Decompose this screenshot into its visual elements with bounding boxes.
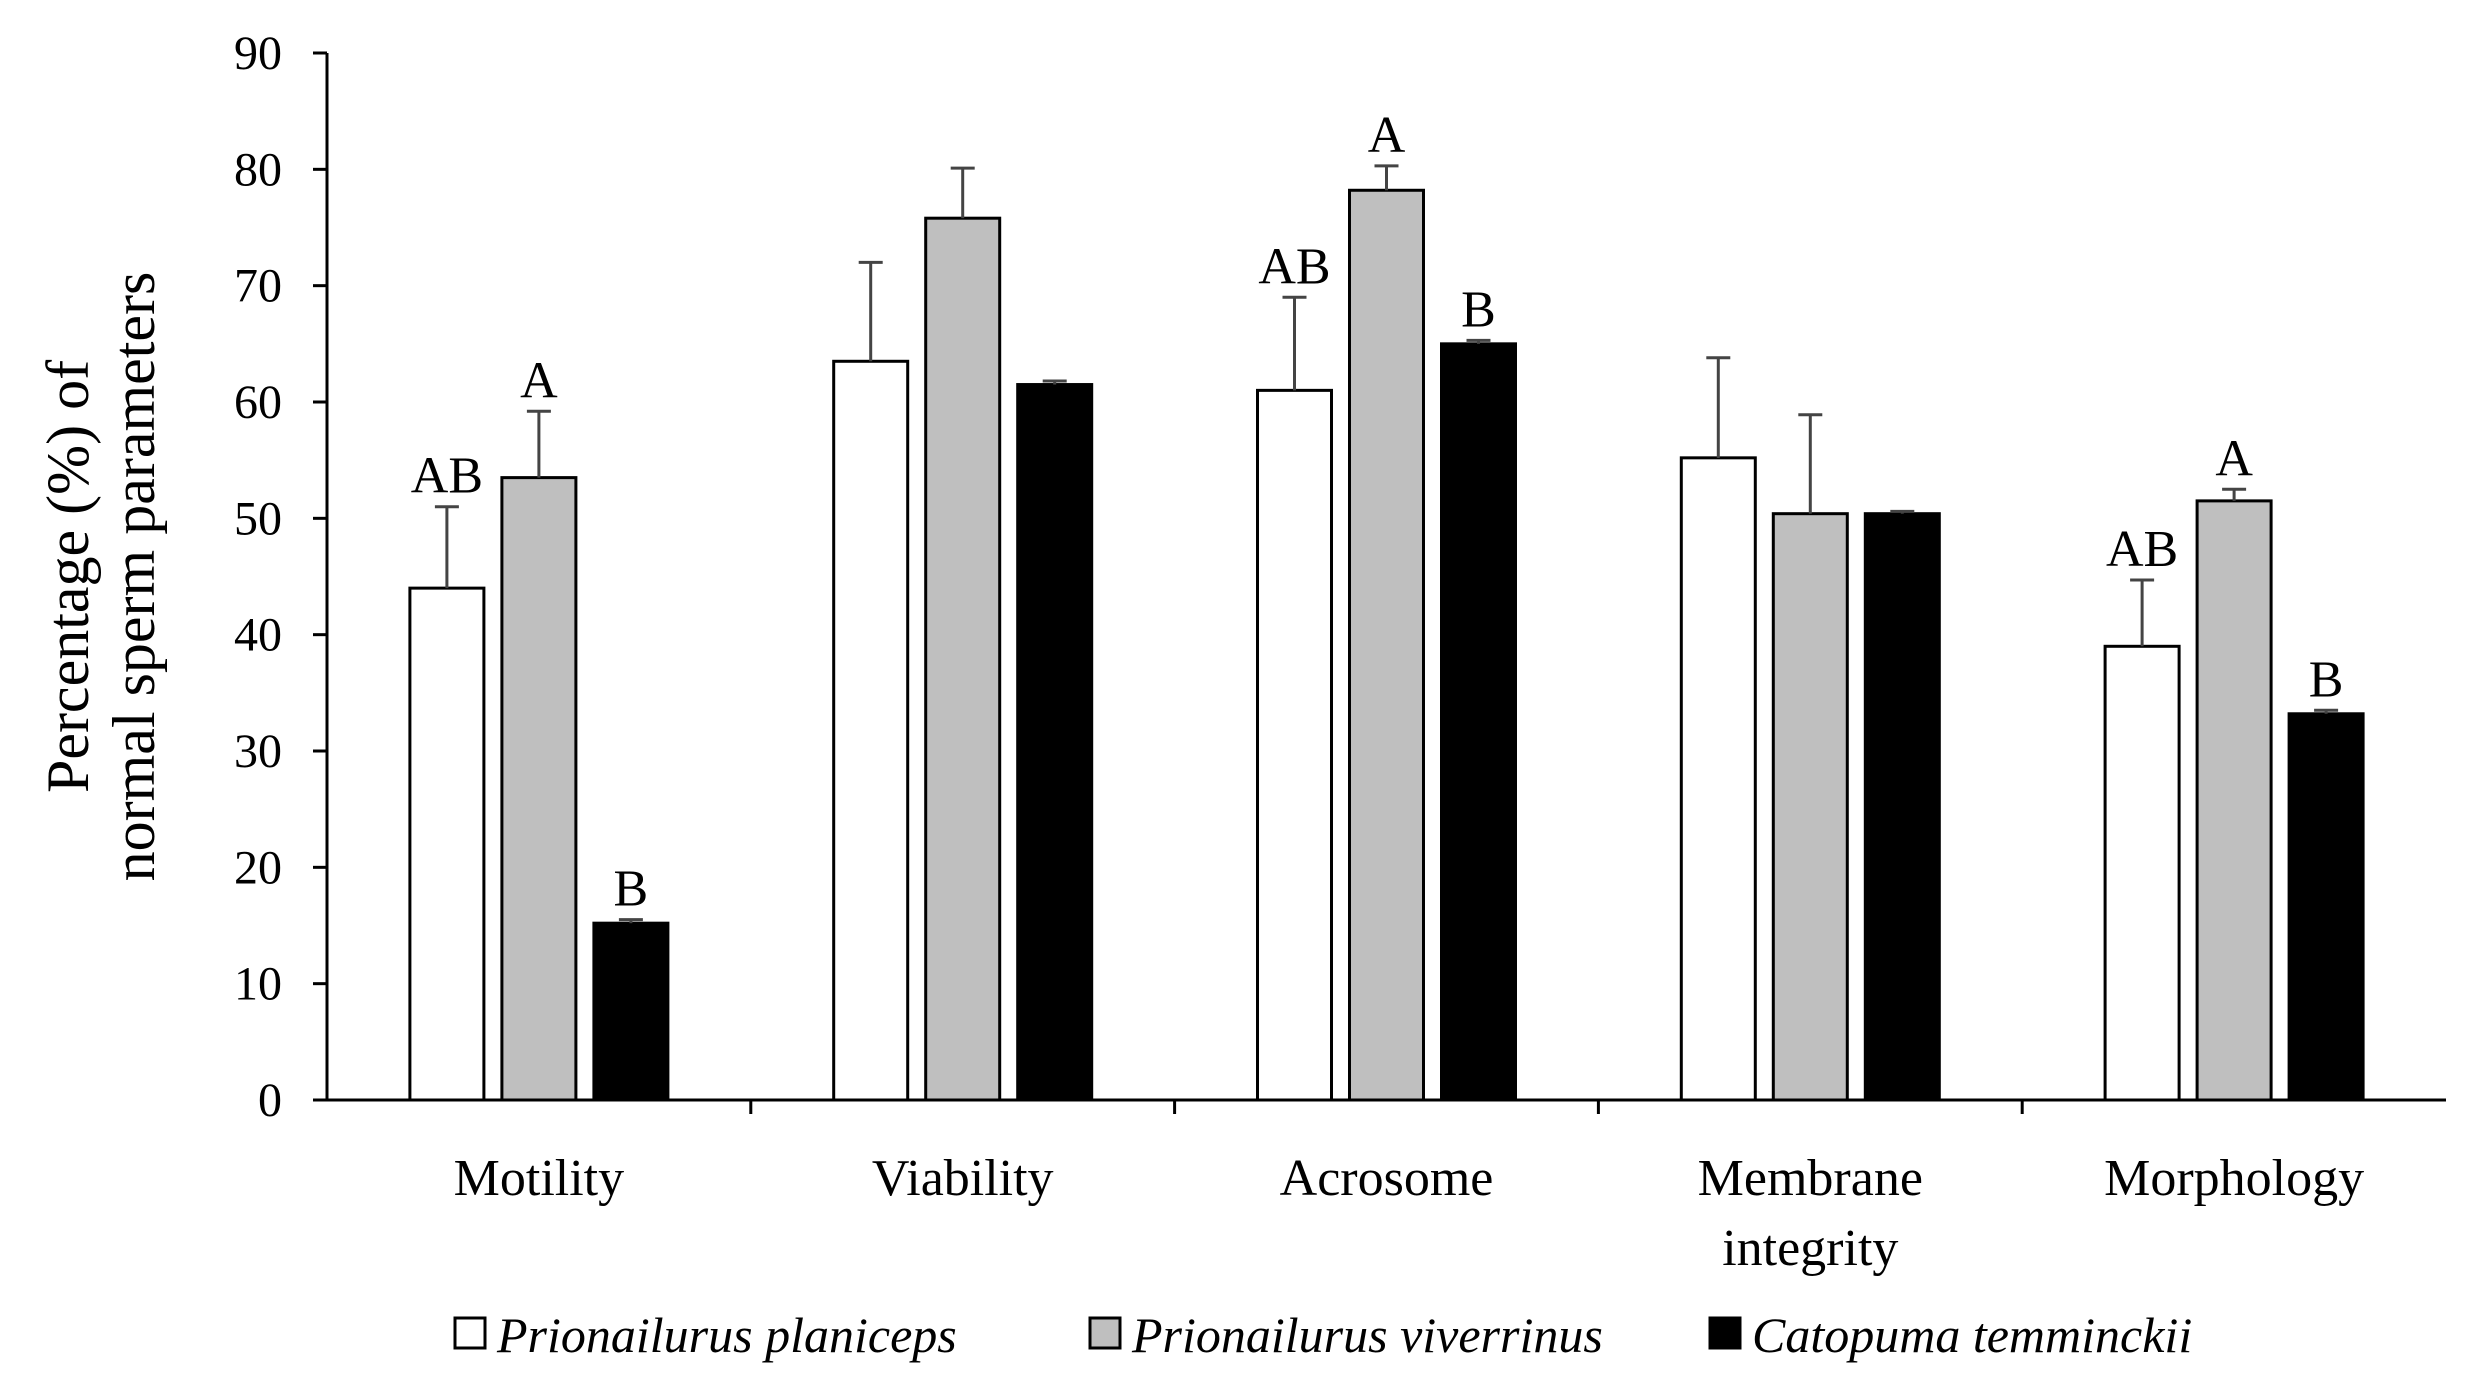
bar-2-1 [1348,188,1425,1102]
y-axis-title-line: Percentage (%) of [35,360,101,793]
significance-label: AB [411,448,483,505]
bar-4-2 [2287,712,2365,1102]
y-tick-label: 30 [234,725,282,778]
x-category-label: integrity [1722,1220,1898,1277]
y-tick-label: 40 [234,609,282,662]
significance-label: AB [2106,521,2178,578]
significance-label: AB [1258,238,1330,295]
bar-4-0 [2103,644,2181,1102]
legend-label: Prionailurus viverrinus [1131,1307,1603,1363]
bar-2-0 [1256,388,1333,1102]
bar-0-0 [408,586,486,1102]
y-tick-label: 20 [234,841,282,894]
significance-label: A [2215,430,2253,487]
y-tick-label: 70 [234,260,282,313]
x-category-label: Morphology [2104,1150,2364,1207]
bars [408,164,2365,1102]
x-category-label: Motility [454,1150,624,1207]
legend-label: Prionailurus planiceps [496,1307,957,1363]
significance-label: A [1368,107,1406,164]
y-tick-label: 90 [234,27,282,80]
bar-3-2 [1863,512,1941,1102]
legend-swatch [1088,1316,1122,1350]
y-axis-title-line: normal sperm parameters [101,272,167,882]
bar-1-1 [924,216,1002,1102]
legend: Prionailurus planiceps Prionailurus viver… [453,1307,2192,1363]
bar-3-1 [1771,512,1849,1102]
legend-swatch [453,1316,487,1350]
bar-0-2 [592,921,670,1102]
y-axis-title: Percentage (%) ofnormal sperm parameters [35,272,167,882]
x-category-label: Acrosome [1280,1150,1494,1207]
bar-2-2 [1440,342,1517,1102]
y-tick-label: 10 [234,958,282,1011]
bar-0-1 [500,476,578,1102]
significance-label: B [2309,651,2344,708]
legend-label: Catopuma temminckii [1752,1307,2192,1363]
significance-label: A [520,352,558,409]
significance-label: B [1461,281,1496,338]
significance-label: B [614,861,649,918]
y-tick-label: 0 [258,1074,282,1127]
y-tick-label: 80 [234,143,282,196]
bar-4-1 [2195,499,2273,1102]
x-category-label: Membrane [1698,1150,1923,1207]
bar-1-0 [832,359,910,1102]
bar-3-0 [1679,456,1757,1102]
y-tick-label: 50 [234,492,282,545]
y-tick-label: 60 [234,376,282,429]
axes: 0 10 20 30 40 50 60 70 80 90 Percentage (%) ofnorm… [35,27,2446,1127]
legend-swatch [1708,1316,1742,1350]
x-category-label: Viability [872,1150,1054,1207]
bar-1-2 [1016,383,1094,1102]
